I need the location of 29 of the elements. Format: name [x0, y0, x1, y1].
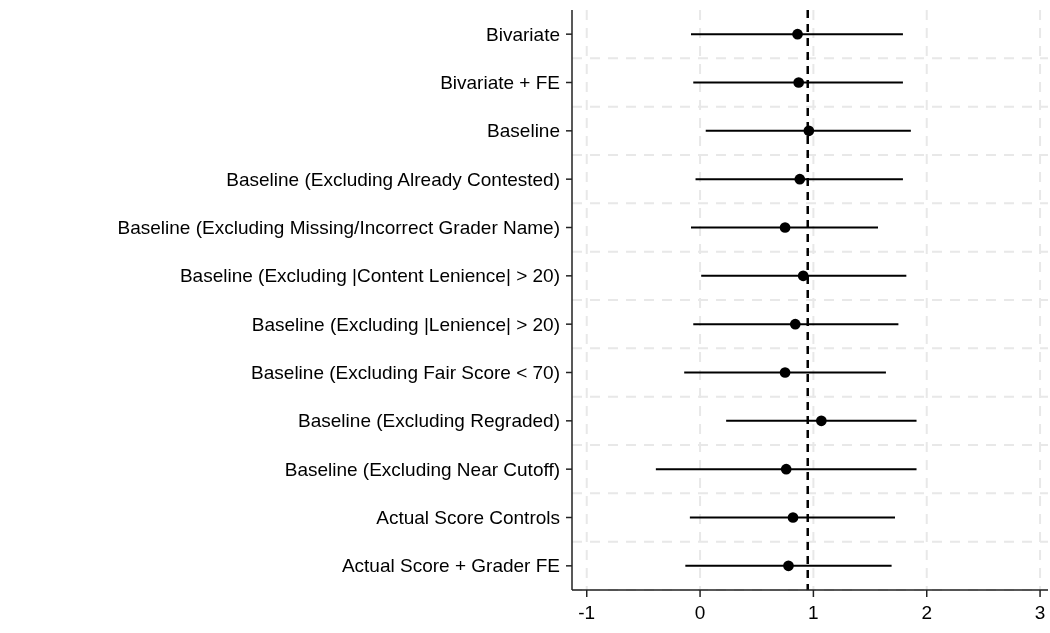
x-tick-label: 3	[1034, 602, 1046, 623]
point	[789, 318, 801, 330]
point	[815, 415, 827, 427]
y-tick-label: Baseline (Excluding Regraded)	[298, 410, 560, 432]
point	[792, 28, 803, 40]
x-tick-label: -1	[578, 602, 596, 623]
y-tick-label: Actual Score + Grader FE	[341, 555, 560, 577]
y-tick-label: Bivariate	[486, 23, 560, 45]
y-tick-label: Baseline (Excluding |Content Lenience| > 20)	[179, 265, 560, 287]
x-tick-label: 0	[694, 602, 706, 623]
point	[793, 77, 805, 88]
y-tick-label: Baseline	[487, 120, 560, 142]
y-tick-label: Baseline (Excluding |Lenience| > 20)	[251, 313, 560, 335]
point	[783, 560, 794, 572]
x-tick-label: 1	[808, 602, 819, 623]
y-tick-label: Baseline (Excluding Near Cutoff)	[284, 458, 560, 480]
y-tick-label: Baseline (Excluding Missing/Incorrect Grader Name)	[117, 217, 560, 239]
point	[794, 173, 806, 185]
y-tick-label: Baseline (Excluding Fair Score < 70)	[251, 362, 560, 384]
point	[779, 367, 791, 378]
x-tick-label: 2	[921, 602, 933, 623]
y-tick-label: Actual Score Controls	[376, 507, 560, 529]
point	[797, 270, 809, 282]
point	[803, 125, 815, 137]
y-tick-label: Bivariate + FE	[440, 72, 560, 94]
y-tick-label: Baseline (Excluding Already Contested)	[226, 168, 560, 190]
point	[779, 222, 791, 233]
point	[780, 463, 792, 475]
point	[787, 512, 799, 523]
